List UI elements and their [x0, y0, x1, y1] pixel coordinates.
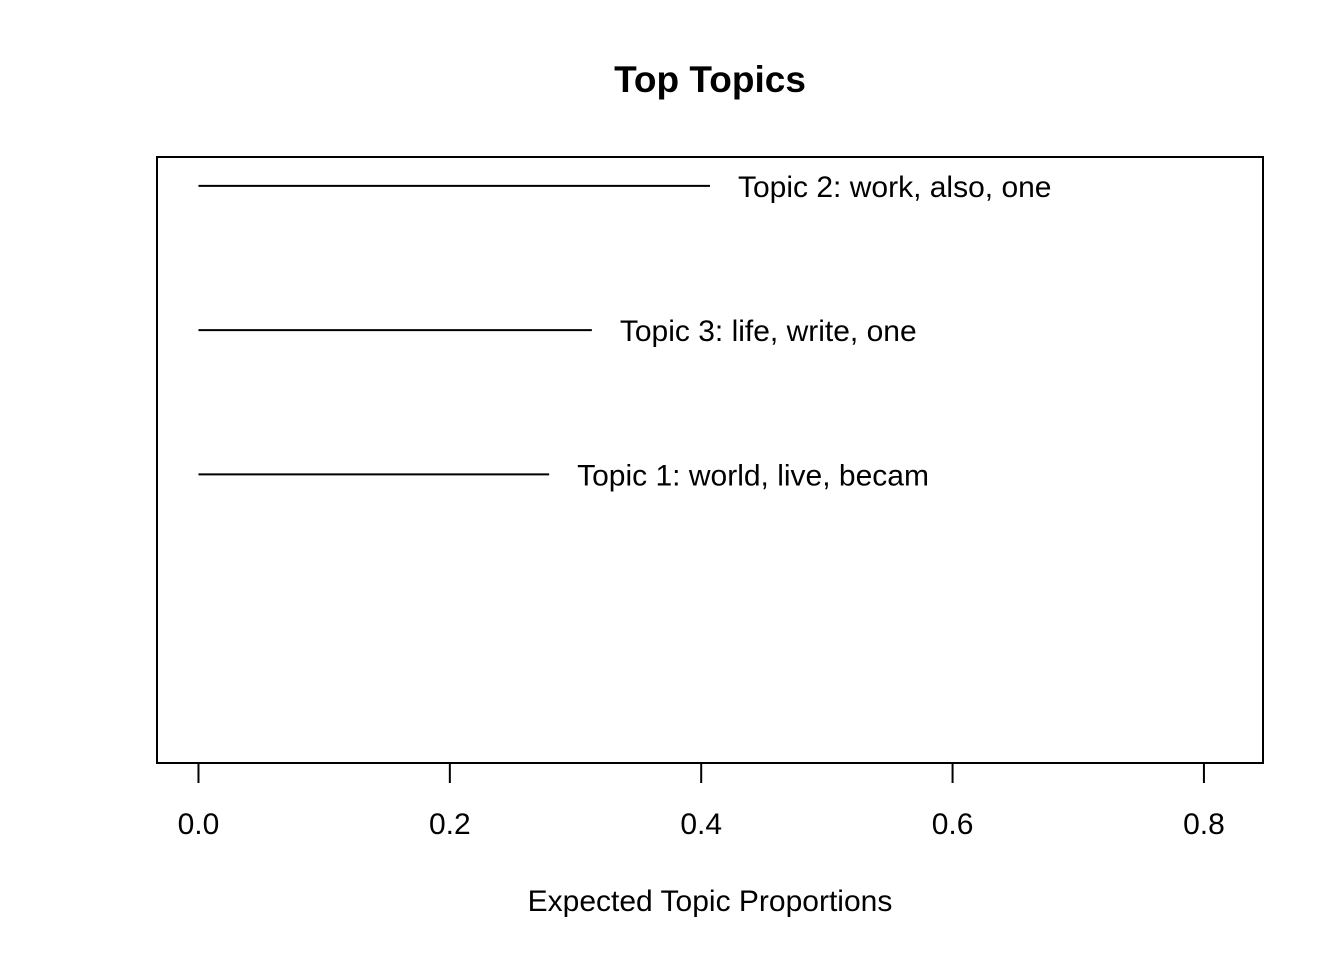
- topic-bar-label: Topic 1: world, live, becam: [577, 459, 929, 492]
- chart-title: Top Topics: [614, 59, 806, 100]
- topic-bars: Topic 2: work, also, one Topic 3: life, w…: [198, 171, 1052, 492]
- x-tick-label: 0.0: [178, 808, 220, 841]
- x-tick-label: 0.8: [1183, 808, 1225, 841]
- x-tick-label: 0.6: [932, 808, 974, 841]
- x-axis-ticks: 0.0 0.2 0.4 0.6 0.8: [178, 763, 1225, 841]
- topic-bar-label: Topic 2: work, also, one: [738, 171, 1052, 204]
- x-tick-label: 0.4: [680, 808, 722, 841]
- x-axis-title: Expected Topic Proportions: [528, 885, 893, 918]
- x-tick-label: 0.2: [429, 808, 471, 841]
- topic-bar-label: Topic 3: life, write, one: [620, 315, 917, 348]
